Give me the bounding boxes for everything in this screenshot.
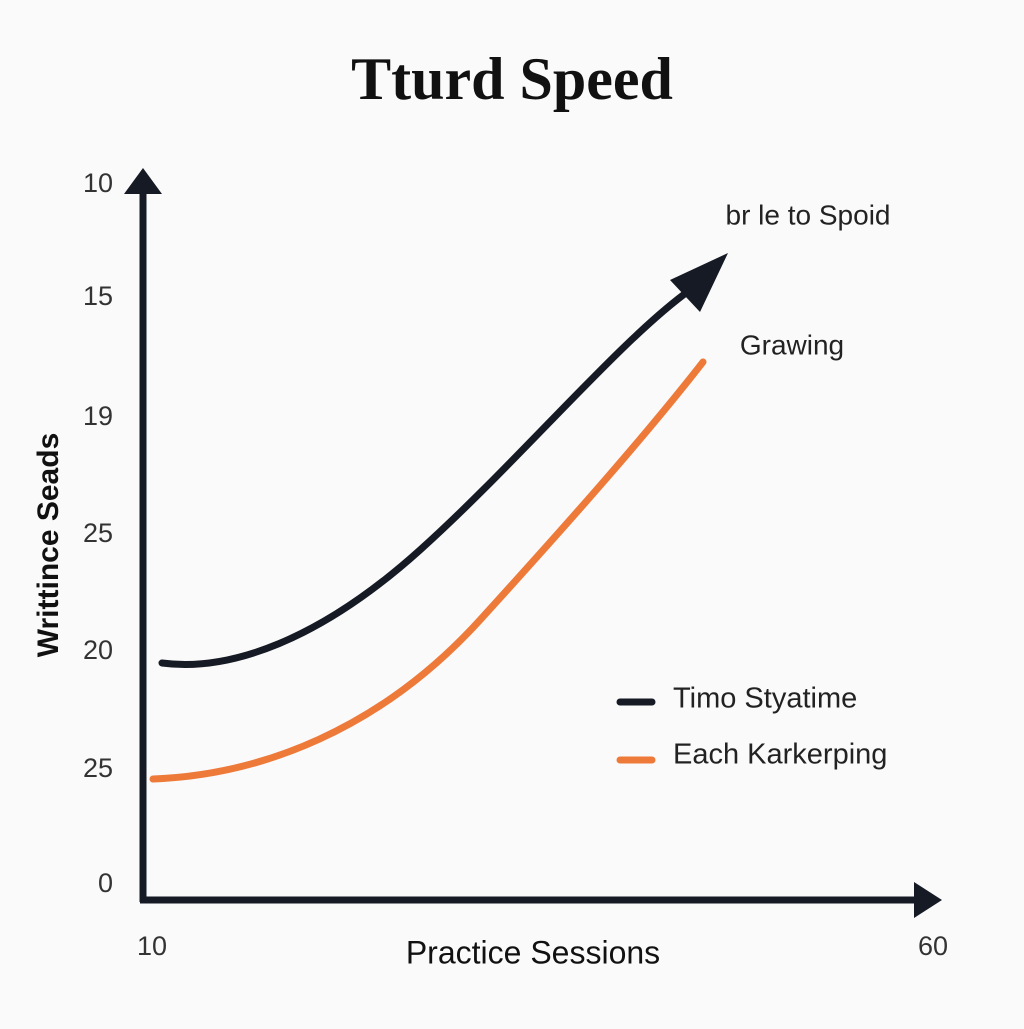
y-tick-label: 25 [83,518,113,548]
curve [158,286,694,668]
y-tick-label: 19 [83,401,113,431]
legend-label: Timo Styatime [673,683,857,715]
y-tick-label: 15 [83,281,113,311]
y-ticks: 10 15 19 25 20 25 0 [83,168,113,898]
x-axis-label: Practice Sessions [406,934,660,970]
x-tick-label: 60 [918,931,948,961]
y-axis-label: Writtince Seads [32,433,65,658]
y-tick-label: 0 [98,868,113,898]
y-tick-label: 25 [83,753,113,783]
y-tick-label: 20 [83,635,113,665]
y-tick-label: 10 [83,168,113,198]
chart-title: Tturd Speed [351,46,673,112]
curve [149,358,707,783]
x-axis-arrow [914,882,942,918]
annotation: Grawing [740,329,844,360]
y-axis-arrow [124,168,162,194]
x-tick-label: 10 [137,931,167,961]
legend-label: Each Karkerping [673,739,887,771]
annotation: br le to Spoid [726,199,891,230]
curve-arrow [670,253,728,312]
